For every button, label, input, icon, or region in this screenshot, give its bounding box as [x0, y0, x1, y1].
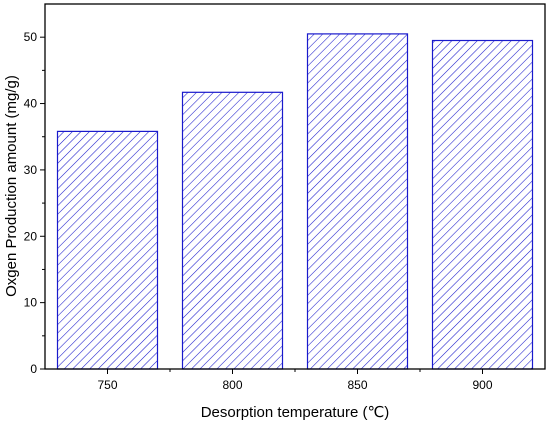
x-tick-label: 800	[222, 378, 242, 392]
y-tick-label: 20	[24, 229, 38, 243]
bar-850	[306, 33, 409, 370]
y-axis-title: Oxgen Production amount (mg/g)	[3, 75, 20, 297]
y-tick-label: 30	[24, 163, 38, 177]
y-tick-label: 40	[24, 97, 38, 111]
x-axis-title: Desorption temperature (℃)	[201, 404, 390, 421]
x-tick-label: 750	[97, 378, 117, 392]
x-tick-label: 850	[347, 378, 367, 392]
y-axis-ticks: 0 10 20 30 40 50	[24, 30, 45, 376]
bar-900	[431, 39, 534, 370]
bars-group	[56, 33, 534, 370]
x-tick-label: 900	[472, 378, 492, 392]
y-tick-label: 0	[30, 362, 37, 376]
y-tick-label: 50	[24, 30, 38, 44]
plot-frame	[44, 3, 546, 370]
y-tick-label: 10	[24, 296, 38, 310]
x-axis-ticks: 750 800 850 900	[97, 369, 493, 392]
bar-750	[56, 130, 159, 370]
bar-800	[181, 91, 284, 370]
